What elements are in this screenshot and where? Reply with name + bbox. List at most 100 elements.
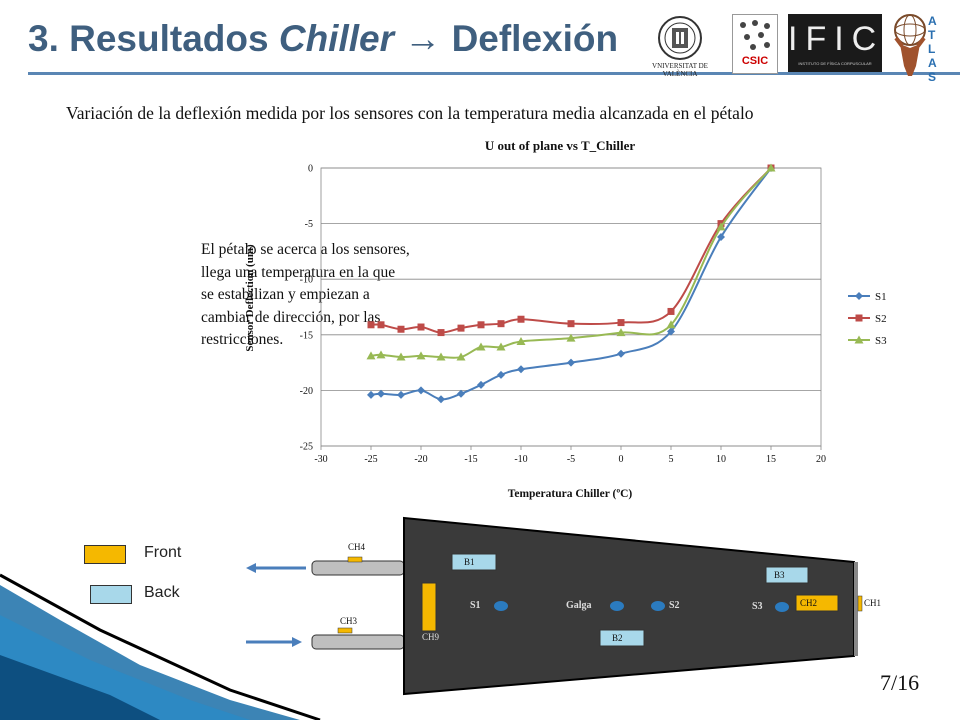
b3-sensor	[765, 566, 809, 584]
legend-marker-s1	[855, 292, 863, 300]
uv-logo-text: VNIVERSITAT DE VALÈNCIA	[652, 62, 708, 78]
title-arrow: →	[404, 18, 442, 59]
page-title: 3. Resultados Chiller → Deflexión	[28, 18, 618, 60]
data-point-s3	[766, 163, 776, 172]
data-point-s2	[457, 324, 465, 332]
y-tick-label: -20	[300, 386, 313, 397]
b1-label: B1	[464, 557, 475, 567]
data-point-s1	[517, 365, 525, 374]
csic-logo-text: CSIC	[741, 55, 769, 67]
legend-back-swatch	[90, 585, 132, 604]
data-point-s2	[567, 320, 575, 328]
data-point-s1	[367, 390, 375, 399]
title-underline	[28, 72, 960, 75]
data-point-s3	[396, 352, 406, 361]
b2-sensor	[599, 629, 645, 647]
ch4-label: CH4	[348, 542, 366, 552]
x-tick-label: -5	[567, 454, 575, 465]
legend-marker-s2	[855, 314, 863, 322]
y-tick-label: 0	[308, 164, 313, 175]
data-point-s1	[667, 327, 675, 336]
page-number: 7/16	[880, 670, 920, 695]
data-point-s3	[366, 351, 376, 360]
title-suffix: Deflexión	[451, 18, 619, 59]
data-point-s3	[376, 350, 386, 359]
data-point-s2	[417, 323, 425, 331]
legend-front-swatch	[84, 545, 126, 564]
data-point-s2	[377, 321, 385, 329]
ch4-sensor	[347, 556, 363, 563]
data-point-s2	[367, 321, 375, 329]
ific-logo: IFIC INSTITUTO DE FÍSICA CORPUSCULAR	[788, 14, 882, 72]
slide-subtitle: Variación de la deflexión medida por los…	[66, 103, 754, 123]
side-description: El pétalo se acerca a los sensores, lleg…	[201, 241, 410, 348]
ch2-sensor	[795, 594, 839, 612]
title-prefix: 3. Resultados	[28, 18, 269, 59]
data-point-s3	[616, 328, 626, 337]
atlas-logo-text: ATLAS	[928, 14, 937, 84]
petal-edge	[854, 562, 858, 656]
galga-dot	[610, 601, 624, 611]
data-point-s1	[567, 358, 575, 367]
flow-arrow-out	[246, 563, 306, 573]
legend-back-label: Back	[144, 584, 180, 601]
data-point-s3	[456, 352, 466, 361]
s3-dot	[775, 602, 789, 612]
x-tick-label: 0	[619, 454, 624, 465]
data-point-s1	[397, 390, 405, 399]
data-point-s1	[477, 380, 485, 389]
data-point-s1	[717, 232, 725, 241]
ific-logo-text: IFIC	[788, 20, 885, 58]
upper-pipe	[311, 560, 405, 576]
data-point-s3	[666, 320, 676, 329]
csic-logo: CSIC	[732, 14, 778, 74]
data-point-s1	[437, 395, 445, 404]
legend-marker-s3	[854, 335, 864, 344]
legend-label-s1: S1	[875, 291, 887, 303]
x-tick-label: -15	[464, 454, 477, 465]
ch2-label: CH2	[800, 598, 818, 608]
data-point-s1	[417, 386, 425, 395]
x-tick-label: -30	[314, 454, 327, 465]
s1-dot	[494, 601, 508, 611]
uv-logo: VNIVERSITAT DE VALÈNCIA	[634, 14, 726, 78]
galga-label: Galga	[566, 600, 592, 611]
data-point-s1	[457, 389, 465, 398]
chart-title: U out of plane vs T_Chiller	[484, 138, 636, 153]
s2-label: S2	[669, 600, 680, 611]
legend-front-label: Front	[144, 544, 182, 561]
data-point-s2	[437, 329, 445, 337]
b2-label: B2	[612, 633, 623, 643]
data-point-s3	[716, 222, 726, 231]
ch3-sensor	[337, 627, 353, 634]
data-point-s2	[517, 315, 525, 323]
series-line-s2	[370, 167, 772, 334]
data-point-s1	[617, 349, 625, 358]
y-tick-label: -25	[300, 442, 313, 453]
s2-dot	[651, 601, 665, 611]
data-point-s3	[516, 336, 526, 345]
legend-label-s3: S3	[875, 335, 887, 347]
data-point-s1	[497, 370, 505, 379]
ch3-label: CH3	[340, 616, 358, 626]
legend-label-s2: S2	[875, 313, 887, 325]
data-point-s2	[497, 320, 505, 328]
data-point-s3	[436, 352, 446, 361]
background-swoosh	[0, 573, 321, 720]
flow-arrow-in	[246, 637, 302, 647]
petal-diagram	[246, 516, 863, 696]
s1-label: S1	[470, 600, 481, 611]
x-tick-label: 5	[669, 454, 674, 465]
data-point-s3	[496, 342, 506, 351]
x-tick-label: 10	[716, 454, 726, 465]
series-line-s1	[370, 167, 772, 401]
b3-label: B3	[774, 570, 785, 580]
x-tick-label: -20	[414, 454, 427, 465]
x-tick-label: -10	[514, 454, 527, 465]
ch9-sensor	[421, 582, 437, 632]
data-point-s2	[617, 319, 625, 327]
ch9-label: CH9	[422, 632, 440, 642]
data-point-s3	[476, 342, 486, 351]
y-tick-label: -15	[300, 330, 313, 341]
